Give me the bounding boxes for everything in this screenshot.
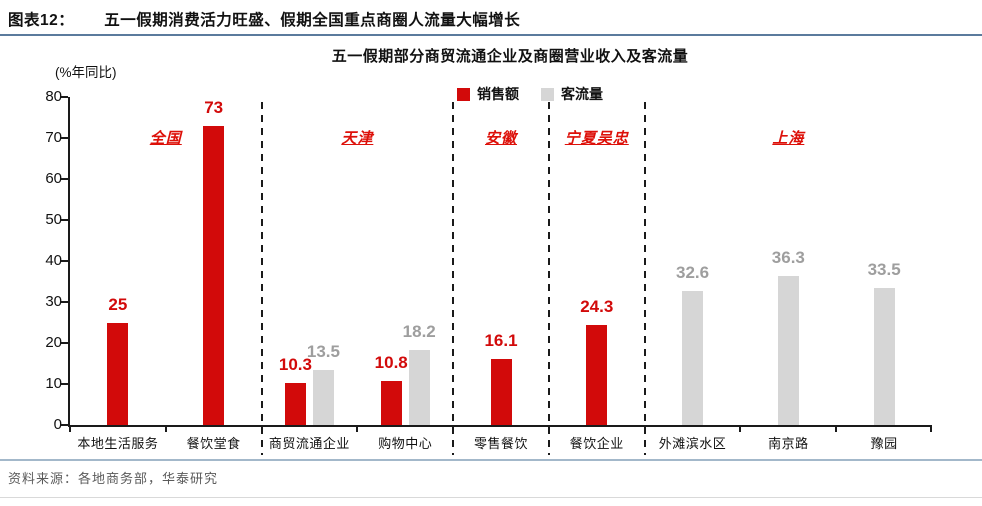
source-text: 资料来源：各地商务部，华泰研究 <box>8 471 219 486</box>
x-axis-tick <box>164 425 167 432</box>
x-axis-tick <box>260 425 263 432</box>
legend-label-traffic: 客流量 <box>561 86 603 102</box>
bar-sales <box>107 322 129 425</box>
x-axis-label: 本地生活服务 <box>77 436 159 451</box>
x-axis-label: 餐饮堂食 <box>186 436 241 451</box>
y-axis-tick-label: 80 <box>45 88 62 105</box>
x-axis-tick <box>930 425 932 432</box>
y-axis-tick-label: 20 <box>45 334 62 351</box>
x-axis-label: 豫园 <box>870 436 898 451</box>
bar-sales <box>586 325 608 425</box>
bar-value-label: 32.6 <box>676 263 710 283</box>
bottom-rule <box>0 497 982 498</box>
y-axis-tick <box>61 219 68 221</box>
legend-swatch-sales <box>457 87 470 101</box>
y-axis-tick <box>61 342 68 344</box>
x-axis-label: 外滩滨水区 <box>658 436 727 451</box>
y-axis-tick <box>61 301 68 303</box>
plot-area: 0 10 20 30 40 50 60 70 80 全国本地生活服务 25 餐饮堂食 73 天津商贸流通企… <box>45 88 932 455</box>
bar-value-label: 24.3 <box>580 297 614 317</box>
bar-traffic <box>777 276 799 425</box>
bar-value-label: 25 <box>108 294 128 314</box>
x-axis-label: 零售餐饮 <box>473 436 529 451</box>
figure-header: 图表12： 五一假期消费活力旺盛、假期全国重点商圈人流量大幅增长 <box>8 8 974 30</box>
region-label: 天津 <box>341 130 374 147</box>
region-separator <box>452 102 455 455</box>
x-axis-label: 南京路 <box>768 436 809 451</box>
footer-rule <box>0 459 982 461</box>
figure-title: 五一假期消费活力旺盛、假期全国重点商圈人流量大幅增长 <box>104 12 521 29</box>
y-axis-tick-label: 70 <box>45 129 62 146</box>
y-axis-tick-label: 30 <box>45 293 62 310</box>
bar-traffic <box>873 287 895 425</box>
x-axis-tick <box>356 425 359 432</box>
x-axis-tick <box>69 425 71 432</box>
y-axis-unit-label: (%年同比) <box>55 65 117 80</box>
legend-item-traffic: 客流量 <box>541 84 603 104</box>
region-label: 全国 <box>149 130 182 147</box>
y-axis-tick <box>61 260 68 262</box>
region-label: 宁夏吴忠 <box>564 130 629 147</box>
y-axis-tick <box>61 178 68 180</box>
bar-value-label: 10.8 <box>374 352 408 372</box>
bar-value-label: 16.1 <box>484 331 518 350</box>
legend-item-sales: 销售额 <box>457 84 519 104</box>
y-axis-tick <box>61 137 68 139</box>
y-axis-tick-label: 10 <box>45 375 62 392</box>
region-separator <box>643 102 646 455</box>
x-axis-tick <box>739 425 742 432</box>
y-axis-tick <box>61 424 68 426</box>
bar-value-label: 36.3 <box>771 248 805 268</box>
y-axis-tick <box>61 96 68 98</box>
region-separator <box>260 102 263 455</box>
bar-sales <box>284 382 306 425</box>
x-axis-tick <box>547 425 550 432</box>
chart-legend: 销售额 客流量 <box>457 84 603 104</box>
legend-label-sales: 销售额 <box>477 86 519 102</box>
legend-swatch-traffic <box>541 87 554 101</box>
y-axis-tick-label: 50 <box>45 211 62 228</box>
bar-value-label: 10.3 <box>278 354 312 374</box>
bar-value-label: 18.2 <box>402 322 436 342</box>
figure-label: 图表12： <box>8 12 75 29</box>
region-separator <box>547 102 550 455</box>
bar-traffic <box>408 350 430 425</box>
x-axis-tick <box>452 425 455 432</box>
x-axis-label: 商贸流通企业 <box>268 436 350 451</box>
x-axis-tick <box>643 425 646 432</box>
y-axis-tick-label: 40 <box>45 252 62 269</box>
region-label: 安徽 <box>484 130 518 147</box>
bar-value-label: 73 <box>204 97 224 117</box>
bar-value-label: 33.5 <box>867 259 901 279</box>
bar-sales <box>380 380 402 425</box>
bar-traffic <box>682 291 704 425</box>
y-axis-tick-label: 0 <box>53 416 62 433</box>
x-axis-label: 餐饮企业 <box>569 436 624 451</box>
bar-sales <box>490 359 512 425</box>
bar-traffic <box>312 369 334 425</box>
chart-title: 五一假期部分商贸流通企业及商圈营业收入及客流量 <box>331 48 689 65</box>
region-label: 上海 <box>772 130 805 147</box>
x-axis-label: 购物中心 <box>378 436 433 451</box>
header-rule <box>0 34 982 36</box>
bar-value-label: 13.5 <box>306 341 340 361</box>
y-axis-tick <box>61 383 68 385</box>
x-axis-tick <box>835 425 838 432</box>
y-axis-tick-label: 60 <box>45 170 62 187</box>
bar-sales <box>203 125 225 425</box>
